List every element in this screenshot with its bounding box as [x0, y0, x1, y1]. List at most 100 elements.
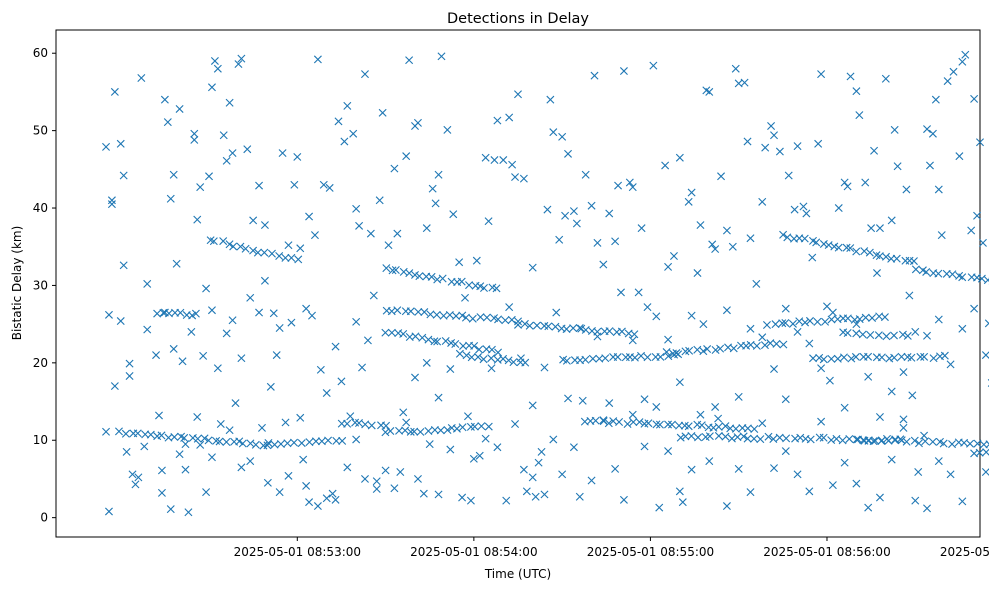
track-0-marker-9: [170, 433, 179, 442]
track-13-marker-8: [562, 325, 571, 334]
detection-marker-70: [393, 229, 402, 238]
track-19-marker-9: [864, 352, 873, 361]
detection-marker-319: [840, 403, 849, 412]
detection-marker-373: [425, 440, 434, 449]
detection-marker-404: [746, 488, 755, 497]
detection-marker-354: [237, 463, 246, 472]
detection-marker-65: [372, 477, 381, 486]
detection-marker-198: [958, 57, 967, 66]
track-0-marker-1: [121, 429, 130, 438]
detection-marker-362: [313, 502, 322, 511]
track-10-marker-7: [249, 246, 258, 255]
detection-marker-127: [643, 303, 652, 312]
detection-marker-405: [758, 419, 767, 428]
track-20-marker-9: [903, 331, 912, 340]
detection-marker-140: [705, 87, 714, 96]
detection-marker-260: [213, 364, 222, 373]
detection-marker-104: [543, 205, 552, 214]
detection-marker-274: [308, 311, 317, 320]
track-15-marker-8: [504, 356, 513, 365]
track-15-marker-7: [499, 354, 508, 363]
detection-marker-107: [555, 235, 564, 244]
track-19-marker-0: [809, 354, 818, 363]
track-12-marker-5: [414, 307, 423, 316]
detection-marker-251: [143, 325, 152, 334]
detection-marker-329: [958, 324, 967, 333]
track-19-marker-17: [916, 352, 925, 361]
y-axis-label: Bistatic Delay (km): [10, 226, 24, 341]
y-tick-label-1: 10: [33, 433, 48, 447]
track-12-marker-19: [501, 316, 510, 325]
track-5-marker-6: [714, 431, 723, 440]
detection-marker-351: [207, 453, 216, 462]
track-13-marker-9: [569, 324, 578, 333]
track-4-marker-24: [721, 422, 730, 431]
track-9-marker-4: [176, 308, 185, 317]
y-tick-label-6: 60: [33, 46, 48, 60]
track-14-marker-6: [418, 333, 427, 342]
detection-marker-37: [234, 60, 243, 69]
detection-marker-121: [614, 181, 623, 190]
detection-marker-112: [572, 219, 581, 228]
detection-marker-361: [305, 498, 314, 507]
detection-marker-134: [678, 498, 687, 507]
detection-marker-424: [981, 467, 989, 476]
track-18-marker-1: [771, 320, 780, 329]
detection-marker-374: [434, 490, 443, 499]
detection-marker-126: [637, 224, 646, 233]
detection-marker-355: [246, 457, 255, 466]
detection-marker-120: [611, 237, 620, 246]
detection-marker-16: [160, 95, 169, 104]
detection-marker-151: [752, 279, 761, 288]
detection-marker-56: [328, 489, 337, 498]
detection-marker-356: [257, 423, 266, 432]
detection-marker-191: [928, 129, 937, 138]
track-18-marker-8: [813, 317, 822, 326]
detection-marker-53: [313, 55, 322, 64]
track-17-marker-2: [672, 349, 681, 358]
track-14-marker-7: [424, 335, 433, 344]
track-10-marker-13: [287, 253, 296, 262]
detection-marker-75: [413, 118, 422, 127]
track-9-marker-7: [191, 309, 200, 318]
detection-marker-170: [843, 182, 852, 191]
detection-marker-390: [599, 416, 608, 425]
track-4-marker-12: [652, 420, 661, 429]
detection-marker-43: [266, 382, 275, 391]
y-tick-label-2: 20: [33, 356, 48, 370]
track-2-marker-5: [367, 421, 376, 430]
track-5-marker-16: [775, 433, 784, 442]
track-18-marker-9: [821, 317, 830, 326]
detection-marker-382: [519, 465, 528, 474]
detection-marker-10: [131, 480, 140, 489]
detection-marker-138: [696, 221, 705, 230]
detection-marker-177: [873, 269, 881, 278]
track-6-marker-7: [897, 436, 906, 445]
track-1-marker-1: [270, 440, 279, 449]
track-20-marker-1: [843, 329, 852, 337]
track-10-marker-9: [260, 248, 269, 257]
track-18-marker-15: [855, 315, 864, 324]
detection-marker-311: [746, 324, 755, 333]
detection-marker-343: [122, 447, 131, 456]
track-4-marker-15: [667, 420, 676, 429]
chart-title: Detections in Delay: [447, 11, 589, 27]
track-12-marker-7: [426, 310, 435, 319]
detection-marker-320: [852, 320, 861, 329]
detection-marker-79: [431, 199, 440, 208]
track-11-marker-19: [492, 284, 501, 293]
detection-marker-23: [184, 508, 193, 517]
track-19-marker-5: [839, 353, 848, 362]
detection-marker-393: [628, 410, 637, 419]
track-5-marker-5: [705, 432, 714, 441]
detection-marker-342: [102, 427, 111, 436]
track-11-marker-8: [427, 272, 436, 281]
detection-marker-88: [475, 451, 484, 460]
detection-marker-13: [143, 279, 152, 288]
detection-marker-39: [243, 145, 252, 154]
detection-marker-137: [693, 269, 702, 278]
detection-marker-73: [405, 56, 414, 65]
detection-marker-159: [790, 205, 799, 214]
track-2-marker-4: [361, 420, 370, 429]
y-axis: 0 10 20 30 40 50 60: [33, 46, 56, 525]
